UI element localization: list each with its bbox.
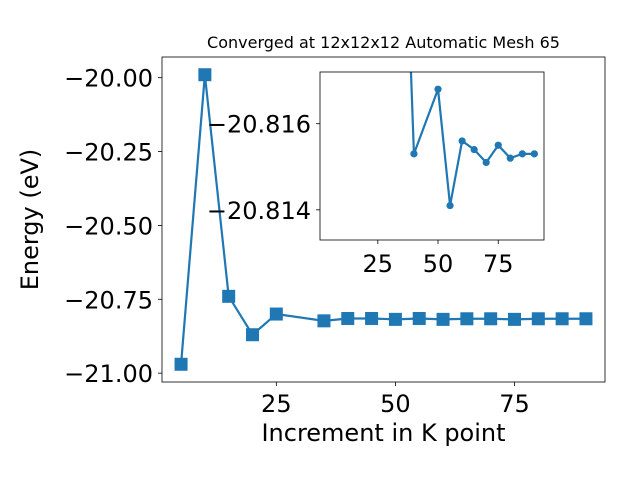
main-chart: 25 50 75 −20.00 −20.25 −20.50 −20.75 −21.00 Con… (16, 33, 606, 447)
data-point-square (222, 289, 236, 303)
inset-chart: 25 50 75 −20.816 −20.814 (207, 71, 545, 278)
main-plot-frame (161, 56, 606, 383)
inset-data-point (446, 201, 454, 210)
y-tick-label: −20.25 (64, 139, 153, 167)
inset-background (320, 72, 544, 240)
data-point-square (341, 311, 355, 325)
x-axis-label: Increment in K point (261, 419, 505, 447)
y-tick-label: −20.75 (64, 286, 153, 314)
inset-data-point (458, 137, 466, 145)
y-axis-label: Energy (eV) (16, 149, 44, 291)
inset-ticks: 25 50 75 −20.816 −20.814 (207, 111, 514, 278)
inset-data-point (434, 85, 442, 93)
data-point-square (531, 312, 545, 326)
inset-data-point (506, 154, 514, 162)
inset-data-point (482, 158, 490, 167)
main-series (174, 68, 593, 371)
y-tick-label: −21.00 (64, 360, 153, 388)
inset-data-point (470, 145, 478, 154)
inset-series (409, 72, 538, 210)
main-ticks: 25 50 75 −20.00 −20.25 −20.50 −20.75 −21.00 (64, 65, 530, 418)
data-point-square (484, 312, 498, 326)
y-tick-label: −20.00 (64, 65, 153, 93)
inset-x-tick-label: 50 (423, 250, 454, 278)
inset-y-tick-label: −20.816 (207, 111, 311, 139)
inset-data-point (410, 150, 418, 158)
data-point-square (246, 328, 260, 342)
data-point-square (460, 312, 474, 326)
data-point-square (388, 312, 402, 326)
data-point-square (555, 312, 569, 326)
inset-data-point (494, 141, 502, 149)
data-point-square (317, 314, 331, 328)
inset-data-point (518, 150, 526, 158)
data-point-square (579, 312, 593, 326)
data-point-square (507, 312, 521, 326)
chart-title: Converged at 12x12x12 Automatic Mesh 65 (207, 33, 560, 52)
x-tick-label: 25 (261, 390, 292, 418)
data-point-square (174, 357, 188, 371)
data-point-square (365, 311, 379, 325)
data-point-square (412, 311, 426, 325)
inset-plot-frame (319, 71, 545, 241)
x-tick-label: 75 (499, 390, 530, 418)
data-point-square (269, 307, 283, 321)
x-tick-label: 50 (380, 390, 411, 418)
inset-y-tick-label: −20.814 (207, 197, 311, 225)
inset-data-point (530, 150, 538, 158)
inset-x-tick-label: 75 (483, 250, 514, 278)
y-tick-label: −20.50 (64, 212, 153, 240)
data-point-square (436, 312, 450, 326)
data-point-square (198, 68, 212, 82)
inset-x-tick-label: 25 (363, 250, 394, 278)
